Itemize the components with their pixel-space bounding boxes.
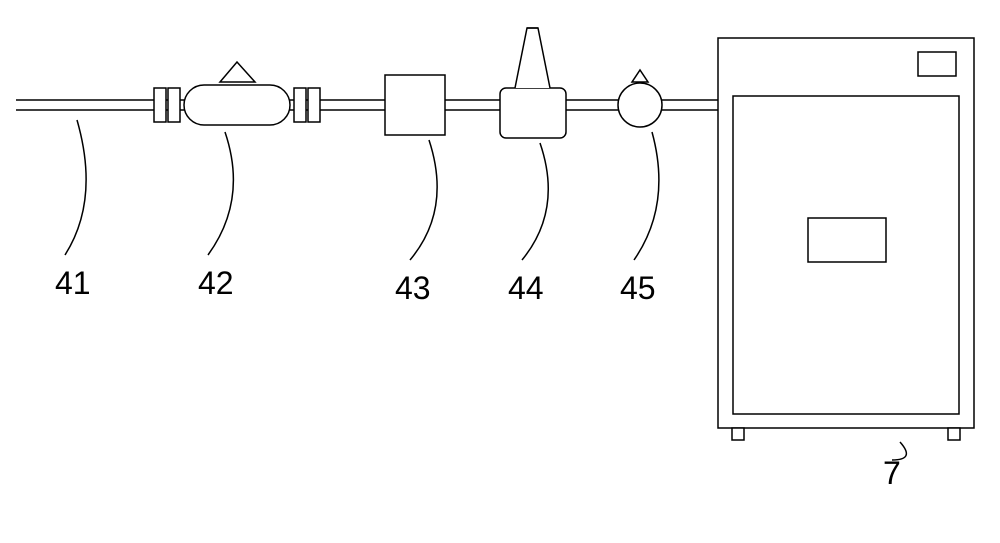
regulator-44 bbox=[500, 28, 566, 138]
label-43: 43 bbox=[395, 270, 431, 307]
check-valve-45 bbox=[618, 70, 662, 127]
label-7: 7 bbox=[883, 455, 901, 492]
filter-43 bbox=[385, 75, 445, 135]
appliance-7 bbox=[718, 38, 974, 440]
label-45: 45 bbox=[620, 270, 656, 307]
leader-42 bbox=[208, 132, 233, 255]
label-44: 44 bbox=[508, 270, 544, 307]
piping-diagram bbox=[0, 0, 1000, 543]
label-41: 41 bbox=[55, 265, 91, 302]
label-42: 42 bbox=[198, 265, 234, 302]
leader-45 bbox=[634, 132, 659, 260]
leader-44 bbox=[522, 143, 548, 260]
leader-41 bbox=[65, 120, 86, 255]
leader-43 bbox=[410, 140, 437, 260]
valve-handle-icon bbox=[220, 62, 255, 82]
valve-42 bbox=[154, 62, 320, 125]
